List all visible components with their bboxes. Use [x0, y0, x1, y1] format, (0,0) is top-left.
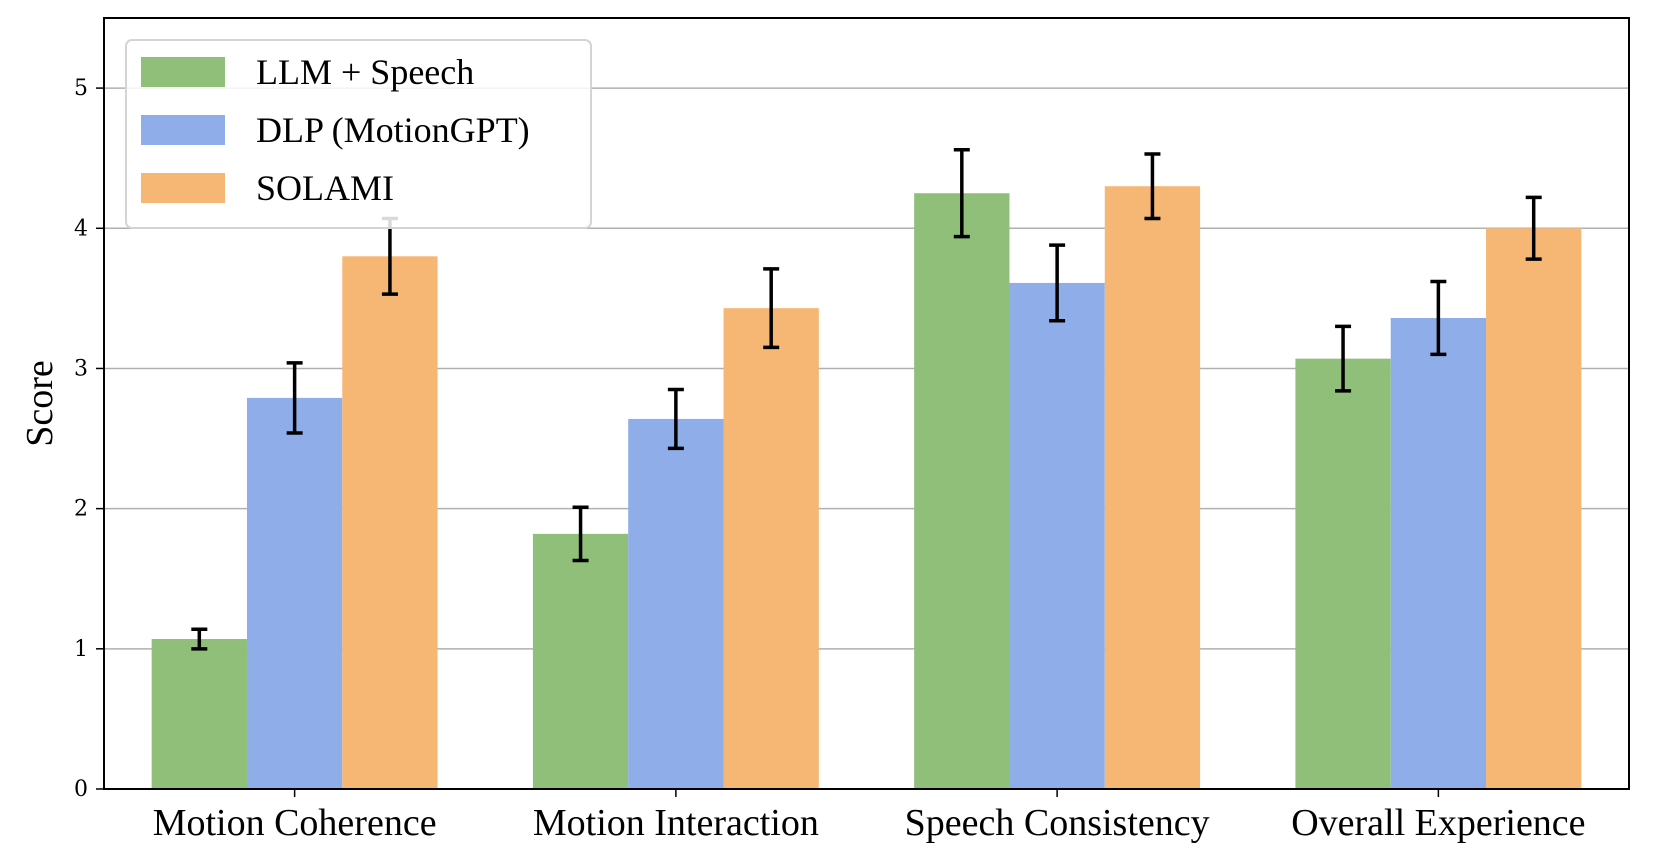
y-tick-label: 3	[74, 356, 88, 381]
bar-dlp-motiongpt-2	[1009, 282, 1105, 789]
legend-label: LLM + Speech	[256, 52, 474, 92]
y-tick-label: 5	[74, 76, 88, 101]
bar-solami-3	[1486, 228, 1582, 790]
y-tick-label: 0	[74, 777, 88, 802]
legend-swatch	[141, 115, 225, 145]
bar-llm-speech-2	[914, 193, 1010, 789]
bar-dlp-motiongpt-0	[246, 397, 343, 789]
x-tick-label: Motion Coherence	[153, 802, 437, 844]
bar-dlp-motiongpt-3	[1390, 317, 1487, 789]
bar-solami-0	[342, 256, 438, 789]
bar-llm-speech-1	[532, 533, 629, 789]
bars	[151, 186, 1582, 790]
y-tick-label: 2	[74, 497, 88, 522]
y-axis-title: Score	[19, 360, 61, 447]
x-tick-label: Motion Interaction	[533, 802, 819, 844]
y-tick-label: 4	[74, 216, 88, 241]
legend-label: SOLAMI	[256, 168, 394, 208]
legend: LLM + Speech DLP (MotionGPT) SOLAMI	[125, 39, 592, 229]
legend-label: DLP (MotionGPT)	[256, 110, 530, 150]
legend-box	[125, 39, 592, 229]
axis-ticks: 0 1 2 3 4 5 Motion Coherence Motion Interaction…	[74, 76, 1586, 844]
x-tick-label: Overall Experience	[1291, 802, 1585, 844]
legend-swatch	[141, 57, 225, 87]
plot-frame	[103, 17, 1630, 790]
bar-dlp-motiongpt-1	[628, 418, 724, 789]
bar-llm-speech-0	[151, 639, 247, 789]
legend-swatch	[141, 173, 225, 203]
bar-solami-1	[723, 308, 819, 789]
y-tick-label: 1	[74, 637, 88, 662]
bar-llm-speech-3	[1295, 358, 1391, 789]
x-tick-label: Speech Consistency	[905, 802, 1210, 844]
bar-solami-2	[1104, 186, 1201, 789]
